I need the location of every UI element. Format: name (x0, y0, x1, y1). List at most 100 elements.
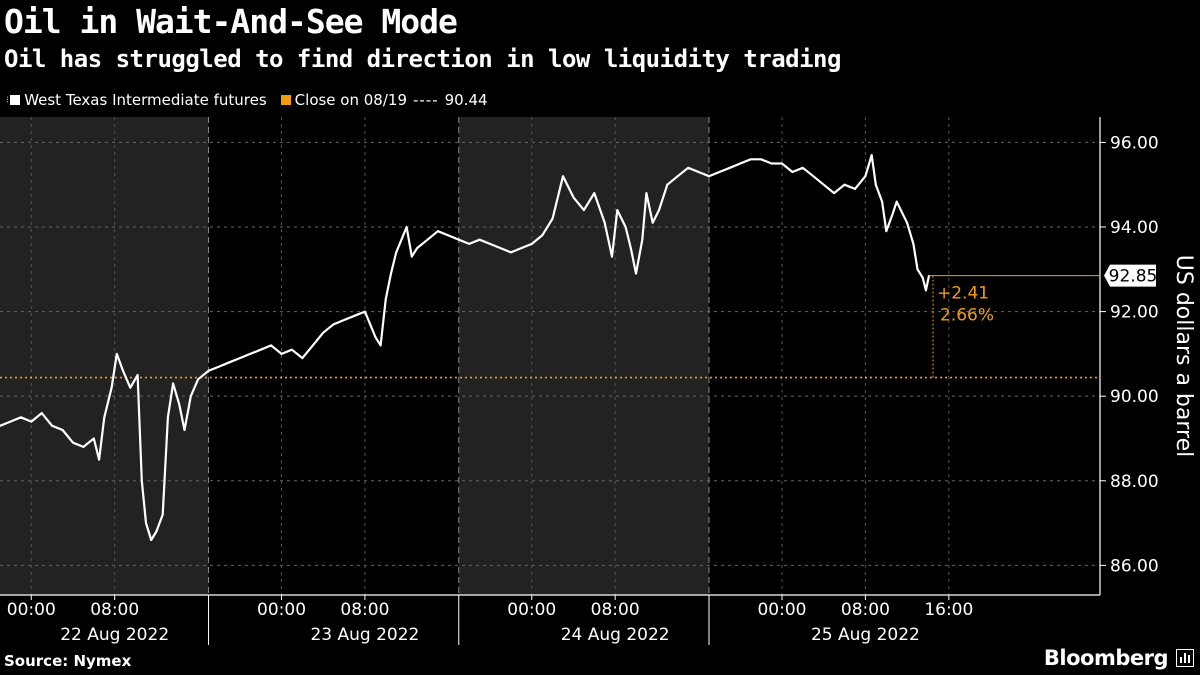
data-point-99 (870, 154, 873, 156)
change-value: +2.41 (937, 284, 989, 304)
x-tick-label-5: 08:00 (591, 600, 640, 620)
data-point-109 (921, 276, 924, 279)
x-tick-label-6: 00:00 (757, 600, 806, 620)
data-point-63 (541, 234, 544, 237)
data-point-12 (110, 386, 113, 389)
data-point-8 (82, 446, 85, 448)
data-point-1 (9, 420, 12, 423)
x-tick-label-7: 08:00 (841, 600, 890, 620)
data-point-38 (311, 344, 314, 347)
data-point-103 (891, 213, 894, 216)
data-point-2 (19, 416, 22, 419)
data-point-108 (916, 268, 919, 271)
data-point-3 (30, 420, 33, 423)
data-point-86 (739, 162, 742, 165)
data-point-91 (791, 171, 794, 173)
data-point-46 (384, 297, 387, 300)
data-point-66 (572, 196, 575, 199)
data-point-35 (280, 352, 283, 355)
data-point-16 (136, 374, 139, 376)
data-point-37 (301, 357, 304, 360)
data-point-79 (666, 183, 669, 186)
data-point-48 (395, 251, 398, 254)
data-point-39 (322, 331, 325, 334)
data-point-57 (478, 238, 481, 241)
y-tick-label-1: 94.00 (1110, 218, 1159, 238)
data-point-21 (161, 513, 164, 516)
y-tick-label-4: 88.00 (1110, 472, 1159, 492)
legend-marker-icon: ⁝ (6, 94, 10, 106)
data-point-87 (749, 158, 752, 161)
data-point-97 (854, 188, 856, 190)
data-point-55 (457, 238, 460, 241)
data-point-20 (155, 530, 158, 533)
series-line-wti (0, 154, 931, 542)
data-point-95 (833, 192, 836, 195)
x-tick-label-2: 00:00 (257, 600, 306, 620)
data-point-19 (150, 539, 153, 541)
legend-label-wti: West Texas Intermediate futures (24, 91, 267, 109)
legend-item-close: Close on 08/19 ---- 90.44 (280, 91, 488, 109)
data-point-98 (864, 175, 867, 178)
data-point-94 (822, 183, 825, 186)
legend-swatch-wti (10, 95, 21, 105)
data-point-77 (651, 221, 654, 224)
data-point-70 (611, 255, 613, 258)
data-point-60 (510, 251, 512, 254)
data-point-31 (238, 357, 241, 360)
data-point-29 (218, 365, 220, 368)
data-point-84 (718, 171, 721, 173)
data-point-92 (801, 166, 804, 169)
data-point-33 (259, 348, 262, 351)
data-point-67 (582, 209, 585, 211)
data-point-82 (697, 171, 700, 173)
data-point-14 (122, 369, 124, 372)
data-point-104 (895, 200, 898, 203)
data-point-32 (249, 352, 252, 355)
data-point-10 (98, 458, 100, 461)
shaded-period-1 (458, 117, 710, 595)
data-point-65 (562, 175, 564, 178)
data-point-26 (189, 395, 192, 398)
data-point-93 (812, 175, 815, 178)
y-tick-label-0: 96.00 (1110, 133, 1159, 153)
x-tick-label-8: 16:00 (924, 600, 973, 620)
x-tick-label-4: 00:00 (507, 600, 556, 620)
data-point-105 (902, 213, 904, 216)
legend-label-close: Close on 08/19 (294, 91, 407, 109)
data-point-43 (364, 310, 366, 313)
data-point-75 (641, 238, 644, 241)
data-point-34 (270, 344, 272, 347)
data-point-59 (499, 247, 502, 250)
data-point-42 (353, 314, 356, 317)
data-point-74 (635, 272, 637, 275)
data-point-72 (624, 226, 627, 228)
data-point-27 (197, 378, 200, 381)
data-point-100 (874, 183, 877, 186)
data-point-68 (593, 192, 596, 195)
y-axis-label: US dollars a barrel (1171, 255, 1196, 457)
data-point-23 (172, 382, 174, 385)
change-percent: 2.66% (940, 306, 994, 326)
shaded-period-0 (0, 117, 209, 595)
last-value-badge-bg (1104, 264, 1156, 287)
data-point-58 (489, 243, 491, 245)
data-point-36 (291, 348, 293, 351)
data-point-80 (676, 175, 679, 178)
legend: ⁝ West Texas Intermediate futures Close … (6, 91, 502, 109)
legend-dash: ---- (412, 91, 439, 109)
bloomberg-logo: Bloomberg (1043, 646, 1169, 670)
data-point-50 (410, 255, 413, 258)
data-point-49 (405, 226, 408, 228)
data-point-15 (129, 386, 132, 389)
last-value-badge: 92.85 (1104, 264, 1158, 287)
y-tick-label-3: 90.00 (1110, 387, 1159, 407)
data-point-11 (103, 416, 106, 419)
data-point-107 (912, 243, 915, 245)
data-point-17 (140, 479, 143, 482)
x-day-label-3: 25 Aug 2022 (811, 625, 920, 645)
last-value-label: 92.85 (1109, 267, 1158, 287)
x-day-label-1: 23 Aug 2022 (310, 625, 419, 645)
data-point-64 (551, 217, 554, 220)
